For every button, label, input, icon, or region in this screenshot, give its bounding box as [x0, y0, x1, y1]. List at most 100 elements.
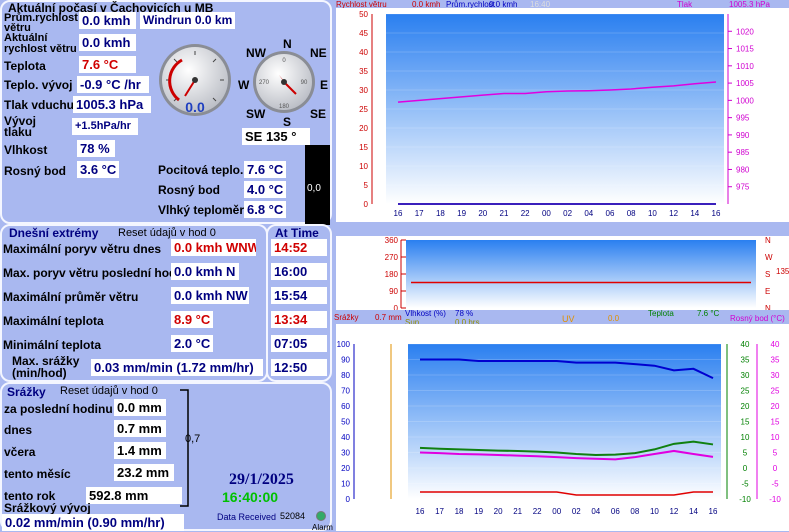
tick-label: 30	[771, 371, 780, 380]
compass-e: E	[320, 78, 329, 92]
tick-label: 15	[359, 143, 368, 152]
series-line	[397, 81, 717, 103]
wetbulb-label: Vlhký teploměr	[158, 203, 245, 217]
tick-label: 19	[457, 209, 466, 218]
tick-label: 40	[341, 433, 350, 442]
tick-label: 10	[359, 162, 368, 171]
rain-title: Srážky	[7, 385, 46, 399]
rain-row-label: tento měsíc	[4, 467, 71, 481]
plot-area	[386, 14, 724, 204]
tick-label: 1010	[736, 62, 754, 71]
tick-label: 20	[741, 402, 750, 411]
rain-rate-value: 0.02 mm/min (0.90 mm/hr)	[2, 514, 184, 531]
tick-label: 45	[359, 29, 368, 38]
temp-value: 7.6 °C	[79, 56, 136, 73]
tick-label: 0	[773, 464, 778, 473]
today-row-time: 12:50	[271, 359, 327, 376]
tick-label: N	[765, 304, 771, 310]
tick-label: 17	[415, 209, 424, 218]
series-line	[420, 491, 713, 496]
tick-label: 60	[341, 402, 350, 411]
dewpoint-label: Rosný bod	[4, 164, 66, 178]
tick-label: 04	[591, 507, 600, 516]
compass-se: SE	[310, 107, 327, 121]
gust-value: 0.0 kmh	[79, 34, 136, 51]
rain-chart-value: 0.7 mm	[375, 313, 402, 322]
tick-label: 25	[359, 105, 368, 114]
wind-gauge-value: 0.0	[185, 99, 205, 115]
rain-rate-label: Srážkový vývoj	[4, 501, 91, 515]
solar-bar	[305, 145, 330, 225]
svg-text:270: 270	[259, 80, 270, 86]
tick-label: -5	[741, 480, 749, 489]
tick-label: 50	[359, 10, 368, 19]
wind-direction-value: SE 135 °	[242, 128, 310, 145]
tick-label: 0	[364, 200, 369, 209]
tick-label: 02	[572, 507, 581, 516]
series-line	[419, 449, 714, 461]
tick-label: 40	[771, 340, 780, 349]
tick-label: 22	[533, 507, 542, 516]
wind-speed-label: Prům.rychlost větru	[4, 12, 78, 34]
tick-label: 21	[500, 209, 509, 218]
today-row-value: 8.9 °C	[171, 311, 213, 328]
dew2-label: Rosný bod	[158, 183, 220, 197]
tick-label: 0	[346, 495, 351, 504]
pressure-header-label: Tlak	[677, 0, 693, 9]
wind-pressure-chart: 0510152025303540455097598098599099510001…	[336, 8, 789, 222]
tick-label: 990	[736, 131, 750, 140]
tick-label: 985	[736, 148, 750, 157]
feels-label: Pocitová teplo.	[158, 163, 244, 177]
avg-header-value: 0.0 kmh	[489, 0, 518, 9]
tick-label: 15	[771, 418, 780, 427]
alarm-led-icon[interactable]	[316, 511, 326, 521]
compass-sw: SW	[246, 107, 266, 121]
tick-label: 10	[648, 209, 657, 218]
today-row-label: Minimální teplota	[3, 338, 102, 352]
tick-label: 18	[436, 209, 445, 218]
tick-label: 40	[741, 340, 750, 349]
tick-label: E	[765, 287, 770, 296]
pressure-trend-value: +1.5hPa/hr	[72, 118, 138, 135]
tick-label: 25	[771, 387, 780, 396]
temp-chart-value: 7.6 °C	[697, 309, 720, 318]
today-row-value: 0.0 kmh WNW	[171, 239, 256, 256]
wind-direction-compass: 0 90 180 270	[253, 51, 315, 113]
tick-label: 10	[741, 433, 750, 442]
rain-bracket	[180, 389, 189, 507]
tick-label: 30	[341, 449, 350, 458]
svg-text:180: 180	[279, 104, 290, 110]
rain-row-value: 0.0 mm	[114, 399, 166, 416]
svg-text:0: 0	[282, 58, 286, 64]
rain-row-label: včera	[4, 445, 36, 459]
tick-label: 1005	[736, 79, 754, 88]
today-row-value: 0.0 kmh NW	[171, 287, 249, 304]
today-row-time: 14:52	[271, 239, 327, 256]
tick-label: 20	[341, 464, 350, 473]
pressure-label: Tlak vduchu	[4, 98, 75, 112]
wind-header-value: 0.0 kmh	[412, 0, 441, 9]
tick-label: 16	[709, 507, 718, 516]
tick-label: 16	[416, 507, 425, 516]
tick-label: 20	[494, 507, 503, 516]
temp-trend-value: -0.9 °C /hr	[77, 76, 149, 93]
tick-label: 80	[341, 371, 350, 380]
tick-label: 15	[741, 418, 750, 427]
tick-label: 02	[563, 209, 572, 218]
pressure-value: 1005.3 hPa	[73, 96, 151, 113]
today-row-value: 0.0 kmh N	[171, 263, 239, 280]
temp-trend-label: Teplo. vývoj	[4, 78, 73, 92]
tick-label: 22	[521, 209, 530, 218]
tick-label: 35	[741, 356, 750, 365]
time-display: 16:40:00	[222, 489, 279, 505]
windrun-value: Windrun 0.0 km	[140, 12, 235, 29]
tick-label: 19	[474, 507, 483, 516]
today-row-label: Max. poryv větru poslední hod	[3, 266, 177, 280]
rain-row-label: dnes	[4, 423, 33, 437]
tick-label: 0	[394, 304, 399, 310]
tick-label: 35	[359, 67, 368, 76]
tick-label: 14	[690, 209, 699, 218]
tick-label: 12	[669, 209, 678, 218]
tick-label: 980	[736, 165, 750, 174]
tick-label: 40	[359, 48, 368, 57]
